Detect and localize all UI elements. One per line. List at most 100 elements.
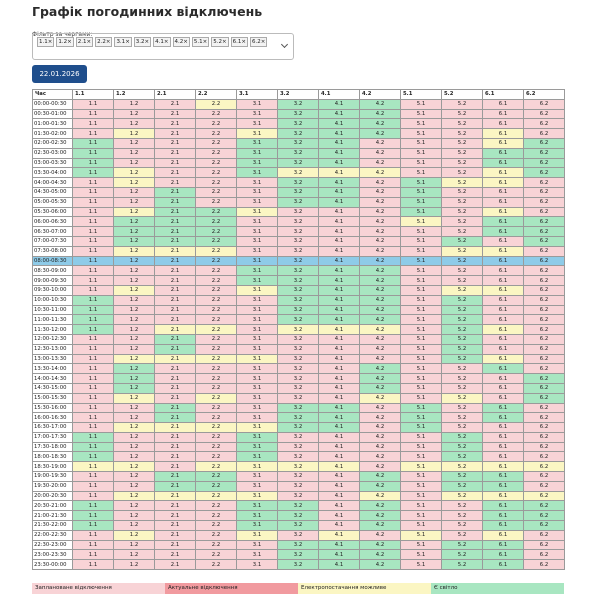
- status-cell: 6.1: [482, 255, 524, 267]
- status-cell: 3.2: [277, 186, 319, 198]
- status-cell: 6.1: [482, 402, 524, 414]
- status-cell: 6.2: [523, 382, 565, 394]
- chip-remove[interactable]: ×: [183, 39, 188, 45]
- status-cell: 1.2: [113, 549, 155, 561]
- status-cell: 4.1: [318, 245, 360, 257]
- status-cell: 3.2: [277, 343, 319, 355]
- status-cell: 2.1: [154, 441, 196, 453]
- status-cell: 6.1: [482, 235, 524, 247]
- schedule-row: 20:00-20:30 1.1 1.2 2.1 2.2 3.1 3.2 4.1 4.2 5.1 5.…: [32, 490, 565, 502]
- schedule-row: 01:00-01:30 1.1 1.2 2.1 2.2 3.1 3.2 4.1 4.2 5.1 5.…: [32, 118, 565, 130]
- status-cell: 6.1: [482, 392, 524, 404]
- time-cell: 00:00-00:30: [32, 98, 73, 110]
- status-cell: 2.1: [154, 304, 196, 316]
- status-cell: 2.1: [154, 343, 196, 355]
- status-cell: 3.1: [236, 245, 278, 257]
- chip-remove[interactable]: ×: [221, 39, 227, 45]
- time-cell: 12:30-13:00: [32, 343, 73, 355]
- status-cell: 5.2: [441, 353, 483, 365]
- status-cell: 4.2: [359, 255, 401, 267]
- status-cell: 1.2: [113, 255, 155, 267]
- status-cell: 6.2: [523, 539, 565, 551]
- chip-remove[interactable]: ×: [202, 39, 208, 45]
- chip-remove[interactable]: ×: [105, 39, 111, 45]
- filter-chip: 2.2×: [95, 37, 113, 47]
- chip-remove[interactable]: ×: [67, 39, 72, 45]
- status-cell: 1.2: [113, 226, 155, 237]
- status-cell: 4.2: [359, 216, 401, 228]
- status-cell: 2.2: [195, 98, 237, 110]
- status-cell: 3.1: [236, 461, 278, 473]
- status-cell: 1.2: [113, 402, 155, 414]
- status-cell: 6.2: [523, 137, 565, 149]
- status-cell: 5.2: [441, 431, 483, 443]
- chip-remove[interactable]: ×: [144, 39, 150, 45]
- status-cell: 1.1: [72, 549, 114, 561]
- status-cell: 3.1: [236, 333, 278, 345]
- time-cell: 05:30-06:00: [32, 206, 73, 218]
- status-cell: 4.2: [359, 373, 401, 384]
- status-cell: 1.2: [113, 196, 155, 208]
- status-cell: 1.1: [72, 353, 114, 365]
- chip-remove[interactable]: ×: [125, 39, 130, 45]
- status-cell: 2.1: [154, 363, 196, 375]
- chip-remove[interactable]: ×: [47, 39, 53, 45]
- status-cell: 4.2: [359, 510, 401, 522]
- schedule-row: 20:30-21:00 1.1 1.2 2.1 2.2 3.1 3.2 4.1 4.2 5.1 5.…: [32, 500, 565, 512]
- chip-remove[interactable]: ×: [260, 39, 266, 45]
- time-cell: 01:00-01:30: [32, 118, 73, 130]
- chip-remove[interactable]: ×: [163, 39, 169, 45]
- status-cell: 2.2: [195, 324, 237, 335]
- status-cell: 2.2: [195, 226, 237, 237]
- column-header: 5.1: [400, 89, 442, 100]
- status-cell: 2.1: [154, 98, 196, 110]
- status-cell: 5.2: [441, 216, 483, 228]
- status-cell: 1.2: [113, 343, 155, 355]
- status-cell: 3.2: [277, 529, 319, 541]
- status-cell: 4.2: [359, 549, 401, 561]
- schedule-row: 07:00-07:30 1.1 1.2 2.1 2.2 3.1 3.2 4.1 4.2 5.1 5.…: [32, 235, 565, 247]
- chip-remove[interactable]: ×: [86, 39, 92, 45]
- status-cell: 2.1: [154, 539, 196, 551]
- status-cell: 3.1: [236, 235, 278, 247]
- filter-chip: 4.2×: [172, 37, 190, 47]
- status-cell: 4.1: [318, 402, 360, 414]
- filter-chip: 3.2×: [133, 37, 152, 47]
- status-cell: 6.1: [482, 275, 524, 286]
- status-cell: 3.1: [236, 275, 278, 286]
- status-cell: 5.1: [400, 500, 442, 512]
- chip-label: 3.1: [116, 39, 126, 45]
- status-cell: 5.2: [441, 186, 483, 198]
- status-cell: 6.1: [482, 422, 524, 433]
- status-cell: 4.2: [359, 333, 401, 345]
- status-cell: 1.1: [72, 245, 114, 257]
- status-cell: 1.2: [113, 500, 155, 512]
- filter-chip: 5.2×: [211, 37, 229, 47]
- status-cell: 3.2: [277, 490, 319, 502]
- queue-filter[interactable]: 1.1× 1.2× 2.1× 2.2× 3.1× 3.2× 4.1× 4.2× 5.1× 5.2×…: [32, 33, 294, 60]
- status-cell: 3.2: [277, 373, 319, 384]
- status-cell: 3.1: [236, 451, 278, 463]
- chip-remove[interactable]: ×: [241, 39, 246, 45]
- status-cell: 4.2: [359, 118, 401, 130]
- header-row: Час 1.1 1.2 2.1 2.2 3.1 3.2 4.1 4.2 5.1 5.2 6.1 6.2: [32, 89, 565, 100]
- status-cell: 6.2: [523, 529, 565, 541]
- status-cell: 6.1: [482, 343, 524, 355]
- date-button[interactable]: 22.01.2026: [32, 65, 87, 83]
- status-cell: 4.2: [359, 177, 401, 188]
- time-cell: 22:30-23:00: [32, 539, 73, 551]
- status-cell: 1.2: [113, 539, 155, 551]
- status-cell: 4.2: [359, 422, 401, 433]
- status-cell: 1.1: [72, 235, 114, 247]
- chip-label: 4.2: [174, 39, 184, 45]
- status-cell: 1.2: [113, 186, 155, 198]
- schedule-row: 21:30-22:00 1.1 1.2 2.1 2.2 3.1 3.2 4.1 4.2 5.1 5.…: [32, 520, 565, 531]
- schedule-row: 17:00-17:30 1.1 1.2 2.1 2.2 3.1 3.2 4.1 4.2 5.1 5.…: [32, 431, 565, 443]
- time-cell: 13:30-14:00: [32, 363, 73, 375]
- status-cell: 1.1: [72, 275, 114, 286]
- status-cell: 3.2: [277, 118, 319, 130]
- time-cell: 16:30-17:00: [32, 422, 73, 433]
- dropdown-arrow[interactable]: [280, 40, 289, 49]
- status-cell: 4.2: [359, 402, 401, 414]
- time-cell: 20:00-20:30: [32, 490, 73, 502]
